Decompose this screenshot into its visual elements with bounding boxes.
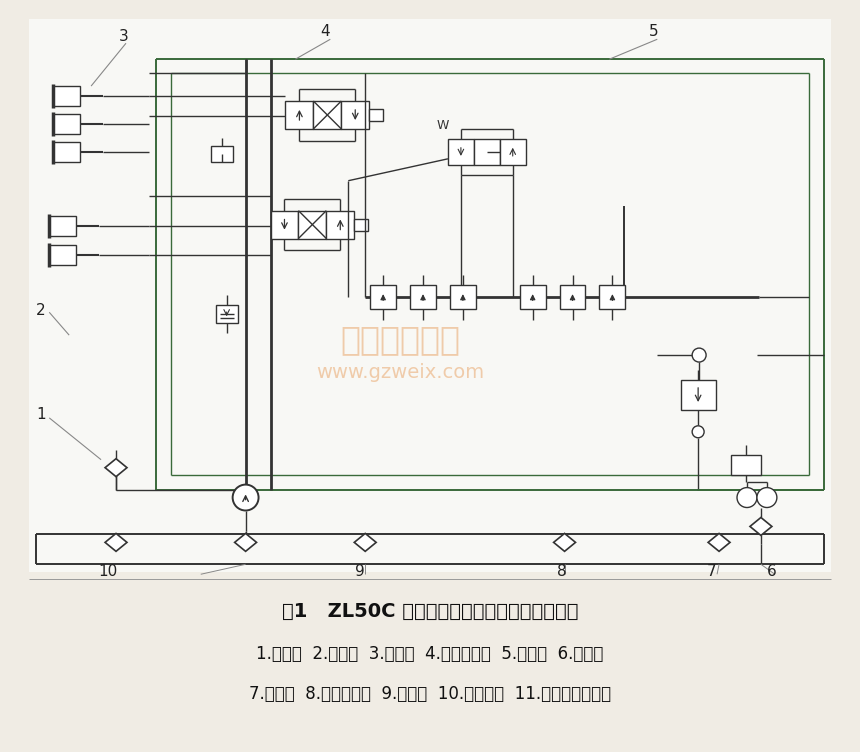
Polygon shape: [354, 533, 376, 551]
Text: W: W: [437, 120, 450, 132]
Bar: [149, 53, 343, 417]
Circle shape: [737, 487, 757, 508]
Bar: [599, 285, 625, 309]
Bar: [298, 211, 326, 238]
Circle shape: [692, 348, 706, 362]
Bar: [53, 86, 80, 106]
Text: 10: 10: [98, 564, 117, 579]
Circle shape: [233, 484, 259, 511]
Bar: [286, 101, 313, 129]
Bar: [313, 101, 341, 129]
Polygon shape: [105, 459, 127, 477]
Polygon shape: [235, 533, 256, 551]
Polygon shape: [105, 533, 127, 551]
Bar: [474, 139, 500, 165]
Polygon shape: [554, 533, 575, 551]
Text: 3: 3: [119, 29, 129, 44]
Text: 7.先导泵  8.压力选择阀  9.滤油器  10.液压油箱  11.过载阀及补油阀: 7.先导泵 8.压力选择阀 9.滤油器 10.液压油箱 11.过载阀及补油阀: [249, 685, 611, 703]
Bar: [410, 285, 436, 309]
Bar: [29, 20, 831, 572]
Bar: [354, 219, 368, 231]
Bar: [341, 101, 369, 129]
Text: 6: 6: [767, 564, 777, 579]
Bar: [362, 69, 791, 408]
Bar: [211, 146, 233, 162]
Bar: [448, 139, 474, 165]
Bar: [49, 245, 77, 265]
Text: 图1   ZL50C 型装载机工作装置液压系统原理图: 图1 ZL50C 型装载机工作装置液压系统原理图: [282, 602, 578, 620]
Bar: [370, 285, 396, 309]
Bar: [53, 142, 80, 162]
Text: 2: 2: [36, 303, 46, 318]
Text: 精通维修下载: 精通维修下载: [340, 323, 460, 356]
Text: 4: 4: [321, 24, 330, 39]
Bar: [53, 114, 80, 134]
Text: 5: 5: [649, 24, 659, 39]
Bar: [681, 380, 716, 410]
Polygon shape: [708, 533, 730, 551]
Bar: [500, 139, 525, 165]
Bar: [560, 285, 586, 309]
Bar: [450, 285, 476, 309]
Polygon shape: [750, 517, 772, 535]
Text: 8: 8: [556, 564, 566, 579]
Bar: [348, 53, 807, 417]
Bar: [49, 216, 77, 235]
Circle shape: [757, 487, 777, 508]
Circle shape: [692, 426, 704, 438]
Bar: [657, 340, 755, 480]
Text: 1: 1: [36, 408, 46, 423]
Bar: [326, 211, 354, 238]
Text: 1.工作泵  2.铲斗缸  3.动臂缸  4.多路换向阀  5.先导阀  6.转向泵: 1.工作泵 2.铲斗缸 3.动臂缸 4.多路换向阀 5.先导阀 6.转向泵: [256, 645, 604, 663]
Bar: [369, 109, 384, 121]
Text: www.gzweix.com: www.gzweix.com: [316, 362, 484, 381]
Text: 7: 7: [707, 564, 716, 579]
Bar: [216, 305, 237, 323]
Text: 9: 9: [355, 564, 365, 579]
Bar: [271, 211, 298, 238]
Bar: [731, 455, 761, 475]
Bar: [519, 285, 545, 309]
